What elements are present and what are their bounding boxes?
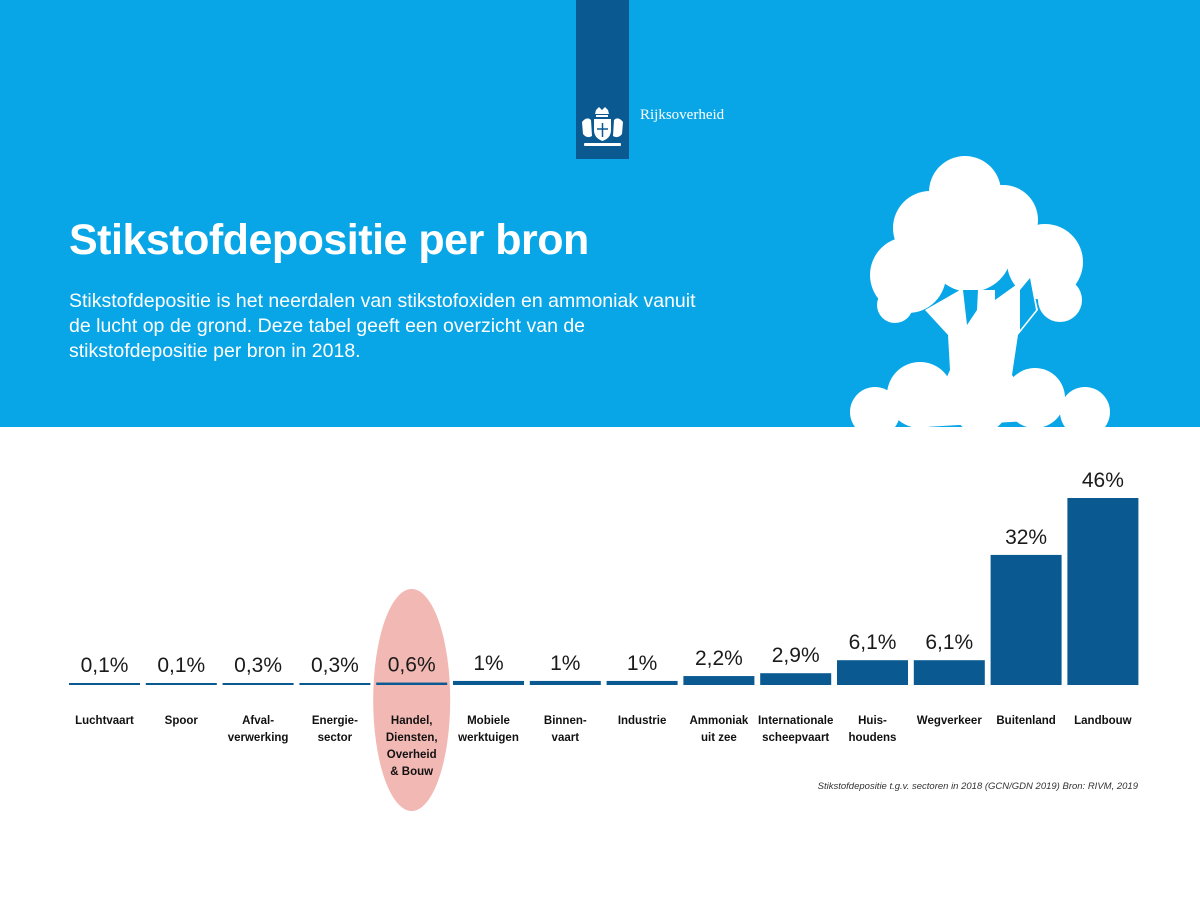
- category-label-internationale-scheepvaart: Internationale scheepvaart: [758, 715, 833, 744]
- highlight-ellipse: [373, 589, 451, 811]
- tree-illustration: [850, 156, 1110, 427]
- bar-binnen-vaart: [529, 680, 601, 685]
- bar-huis-houdens: [837, 660, 908, 685]
- header-banner: Rijksoverheid Stikstofdepositie per bron…: [0, 0, 1200, 427]
- category-label-industrie: Industrie: [618, 715, 667, 727]
- value-label-landbouw: 46%: [1082, 469, 1124, 492]
- bar-ammoniak-uit-zee: [683, 676, 755, 685]
- category-label-landbouw: Landbouw: [1074, 715, 1132, 727]
- bar-industrie: [606, 680, 678, 685]
- bar-wegverkeer: [913, 660, 985, 685]
- category-label-ammoniak-uit-zee: Ammoniak uit zee: [690, 715, 749, 744]
- category-label-buitenland: Buitenland: [996, 715, 1055, 727]
- value-label-energie-sector: 0,3%: [311, 654, 359, 677]
- category-label-huis-houdens: Huis-houdens: [849, 715, 897, 744]
- category-label-wegverkeer: Wegverkeer: [917, 715, 983, 727]
- bar-energie-sector: [299, 683, 371, 685]
- bar-chart: 0,1% Luchtvaart 0,1% Spoor 0,3% Afval-verwerk…: [69, 469, 1139, 811]
- value-label-ammoniak-uit-zee: 2,2%: [695, 647, 743, 670]
- bar-internationale-scheepvaart: [760, 673, 832, 685]
- crest-logo-icon: [582, 107, 623, 146]
- page-title: Stikstofdepositie per bron: [69, 216, 589, 264]
- category-label-afval-verwerking: Afval-verwerking: [228, 715, 289, 744]
- value-label-binnen-vaart: 1%: [550, 652, 580, 675]
- value-label-wegverkeer: 6,1%: [925, 631, 973, 654]
- bar-landbouw: [1067, 498, 1139, 685]
- value-label-handel-diensten-overheid-bouw: 0,6%: [388, 654, 436, 677]
- page-subtitle: Stikstofdepositie is het neerdalen van s…: [69, 290, 696, 362]
- category-label-handel-diensten-overheid-bouw: Handel, Diensten, Overheid & Bouw: [386, 715, 438, 778]
- value-label-luchtvaart: 0,1%: [81, 654, 129, 677]
- value-label-afval-verwerking: 0,3%: [234, 654, 282, 677]
- value-label-mobiele-werktuigen: 1%: [473, 652, 503, 675]
- bar-spoor: [145, 683, 217, 685]
- bar-handel-diensten-overheid-bouw: [376, 682, 448, 685]
- value-label-industrie: 1%: [627, 652, 657, 675]
- value-label-spoor: 0,1%: [157, 654, 205, 677]
- category-label-spoor: Spoor: [165, 715, 199, 727]
- category-label-binnen-vaart: Binnen-vaart: [544, 715, 587, 744]
- value-label-huis-houdens: 6,1%: [849, 631, 897, 654]
- source-caption: Stikstofdepositie t.g.v. sectoren in 201…: [817, 781, 1138, 792]
- bar-afval-verwerking: [222, 683, 294, 685]
- bar-luchtvaart: [69, 683, 140, 685]
- brand-name: Rijksoverheid: [640, 107, 725, 123]
- category-label-luchtvaart: Luchtvaart: [75, 715, 134, 727]
- category-label-energie-sector: Energie-sector: [312, 715, 358, 744]
- value-label-internationale-scheepvaart: 2,9%: [772, 644, 820, 667]
- bar-buitenland: [990, 554, 1062, 685]
- value-label-buitenland: 32%: [1005, 526, 1047, 549]
- category-label-mobiele-werktuigen: Mobiele werktuigen: [457, 715, 519, 744]
- bar-mobiele-werktuigen: [453, 680, 524, 685]
